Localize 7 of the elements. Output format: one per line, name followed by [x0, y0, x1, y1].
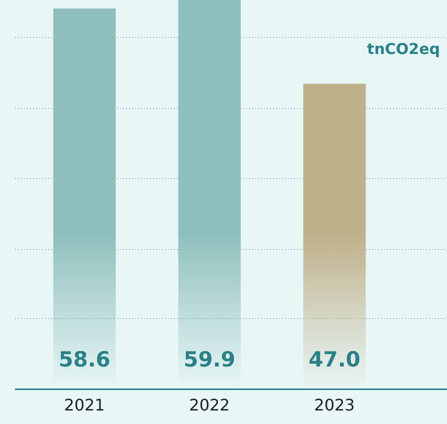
data-label: 59.9: [184, 347, 236, 372]
x-tick-label: 2022: [189, 396, 230, 415]
data-label: 58.6: [58, 347, 110, 372]
annotation: tnCO2eq: [367, 40, 440, 58]
data-label: 47.0: [308, 347, 360, 372]
x-tick-label: 2021: [64, 396, 105, 415]
x-tick-label: 2023: [314, 396, 355, 415]
